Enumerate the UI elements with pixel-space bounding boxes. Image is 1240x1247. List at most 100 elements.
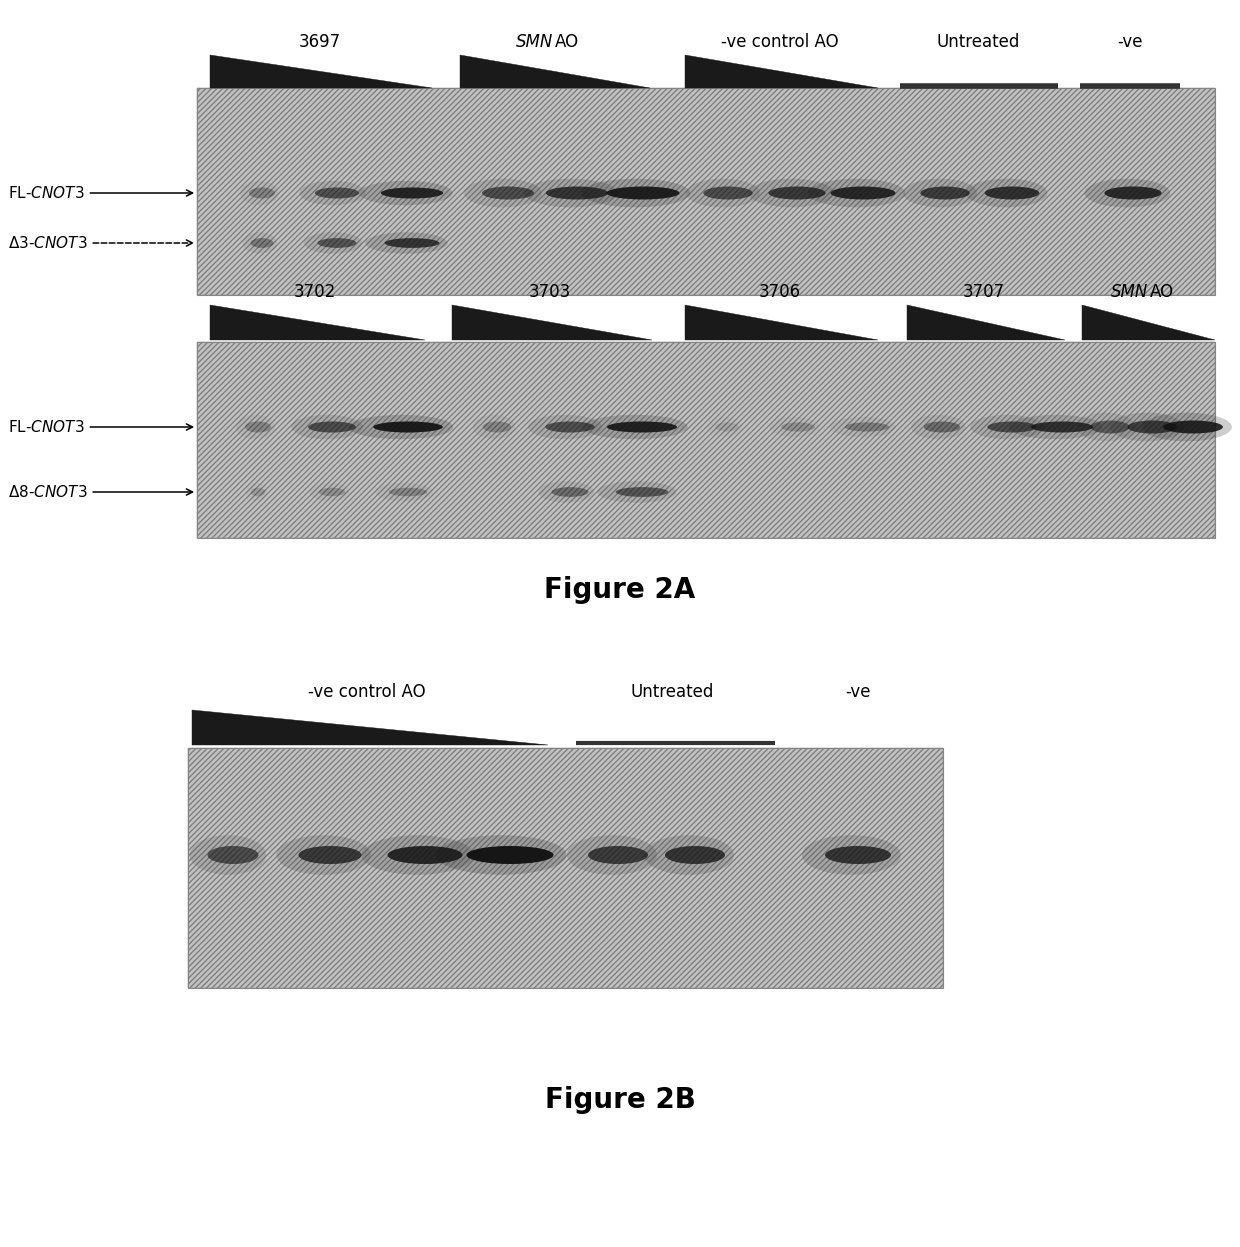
Ellipse shape xyxy=(299,181,366,206)
Ellipse shape xyxy=(588,845,649,864)
Ellipse shape xyxy=(1163,420,1223,434)
Ellipse shape xyxy=(436,835,567,875)
Ellipse shape xyxy=(310,483,350,501)
Text: $\Delta$3-$\mathit{CNOT3}$: $\Delta$3-$\mathit{CNOT3}$ xyxy=(7,234,192,251)
Polygon shape xyxy=(210,306,425,340)
Ellipse shape xyxy=(686,178,760,207)
Ellipse shape xyxy=(389,488,427,496)
Text: SMN: SMN xyxy=(516,32,553,51)
Text: 3707: 3707 xyxy=(963,283,1006,301)
Ellipse shape xyxy=(315,187,360,198)
Text: AO: AO xyxy=(556,32,579,51)
Ellipse shape xyxy=(246,421,272,433)
Ellipse shape xyxy=(348,415,454,439)
Ellipse shape xyxy=(384,238,439,248)
Ellipse shape xyxy=(466,845,553,864)
Ellipse shape xyxy=(1030,421,1094,433)
Ellipse shape xyxy=(749,178,835,207)
Ellipse shape xyxy=(831,187,895,200)
Ellipse shape xyxy=(1142,413,1231,441)
Ellipse shape xyxy=(1009,415,1102,439)
Ellipse shape xyxy=(381,187,443,198)
Ellipse shape xyxy=(277,835,371,875)
Text: Figure 2B: Figure 2B xyxy=(544,1086,696,1114)
Ellipse shape xyxy=(606,187,680,200)
Ellipse shape xyxy=(987,421,1037,433)
Ellipse shape xyxy=(703,187,753,200)
Ellipse shape xyxy=(319,488,345,496)
Ellipse shape xyxy=(769,187,826,200)
Ellipse shape xyxy=(525,178,618,207)
Ellipse shape xyxy=(358,181,453,206)
Ellipse shape xyxy=(249,187,275,198)
Text: $\Delta$8-$\mathit{CNOT3}$: $\Delta$8-$\mathit{CNOT3}$ xyxy=(7,484,192,500)
Ellipse shape xyxy=(308,421,356,433)
Ellipse shape xyxy=(472,415,516,439)
Ellipse shape xyxy=(190,835,267,875)
Ellipse shape xyxy=(1127,420,1177,434)
Ellipse shape xyxy=(924,421,960,433)
Ellipse shape xyxy=(239,181,279,206)
Ellipse shape xyxy=(1105,187,1162,200)
Ellipse shape xyxy=(464,178,542,207)
Ellipse shape xyxy=(538,481,594,503)
Ellipse shape xyxy=(644,835,734,875)
Ellipse shape xyxy=(781,423,815,431)
Text: -ve control AO: -ve control AO xyxy=(722,32,838,51)
Text: Untreated: Untreated xyxy=(936,32,1019,51)
Bar xyxy=(197,89,1215,296)
Polygon shape xyxy=(460,55,650,89)
Ellipse shape xyxy=(844,423,889,431)
Ellipse shape xyxy=(250,488,265,496)
Ellipse shape xyxy=(970,415,1044,439)
Ellipse shape xyxy=(291,415,363,439)
Text: 3702: 3702 xyxy=(294,283,336,301)
Polygon shape xyxy=(1083,306,1215,340)
Text: AO: AO xyxy=(1149,283,1174,301)
Ellipse shape xyxy=(1076,413,1136,441)
Ellipse shape xyxy=(376,483,433,501)
Ellipse shape xyxy=(830,416,895,436)
Ellipse shape xyxy=(546,187,608,200)
Polygon shape xyxy=(192,710,548,744)
Ellipse shape xyxy=(665,845,725,864)
Ellipse shape xyxy=(807,178,905,207)
Ellipse shape xyxy=(598,481,676,503)
Ellipse shape xyxy=(582,178,691,207)
Ellipse shape xyxy=(920,187,970,200)
Ellipse shape xyxy=(802,835,901,875)
Text: 3697: 3697 xyxy=(299,32,341,51)
Bar xyxy=(197,342,1215,537)
Ellipse shape xyxy=(616,488,668,496)
Bar xyxy=(188,748,942,988)
Ellipse shape xyxy=(250,238,274,248)
Text: -ve: -ve xyxy=(846,683,870,701)
Polygon shape xyxy=(906,306,1065,340)
Ellipse shape xyxy=(1084,178,1171,207)
Ellipse shape xyxy=(317,238,356,248)
Text: -ve control AO: -ve control AO xyxy=(309,683,425,701)
Text: SMN: SMN xyxy=(1111,283,1148,301)
Ellipse shape xyxy=(373,421,443,433)
Ellipse shape xyxy=(567,835,657,875)
Ellipse shape xyxy=(366,232,448,253)
Ellipse shape xyxy=(552,488,589,496)
Ellipse shape xyxy=(583,415,688,439)
Polygon shape xyxy=(453,306,652,340)
Polygon shape xyxy=(210,55,432,89)
Bar xyxy=(188,748,942,988)
Ellipse shape xyxy=(304,232,362,253)
Ellipse shape xyxy=(903,178,977,207)
Text: 3703: 3703 xyxy=(529,283,572,301)
Text: Untreated: Untreated xyxy=(630,683,714,701)
Ellipse shape xyxy=(361,835,474,875)
Ellipse shape xyxy=(769,416,820,436)
Ellipse shape xyxy=(606,421,677,433)
Ellipse shape xyxy=(546,421,595,433)
Ellipse shape xyxy=(482,421,511,433)
Ellipse shape xyxy=(825,845,892,864)
Ellipse shape xyxy=(246,483,268,501)
Ellipse shape xyxy=(966,178,1048,207)
Text: 3706: 3706 xyxy=(759,283,801,301)
Text: FL-$\mathit{CNOT3}$: FL-$\mathit{CNOT3}$ xyxy=(7,419,192,435)
